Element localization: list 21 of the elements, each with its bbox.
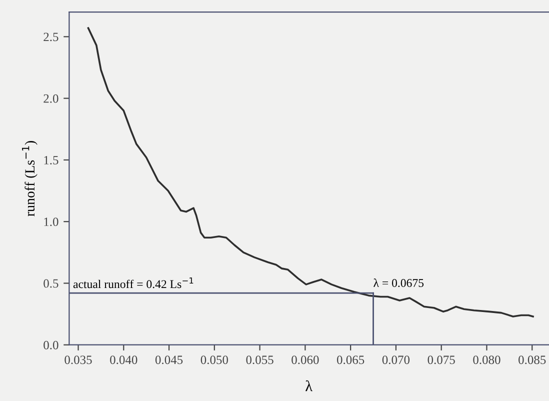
x-tick-label: 0.035 bbox=[64, 356, 92, 364]
y-tick-label: 0.5 bbox=[44, 279, 58, 288]
y-tick-label: 0.0 bbox=[44, 340, 58, 350]
x-tick-label: 0.040 bbox=[110, 356, 138, 364]
y-axis-title: runoff (Ls$^{−1}$) bbox=[22, 141, 38, 216]
y-tick-label: 2.0 bbox=[44, 94, 58, 103]
x-tick-label: 0.065 bbox=[336, 356, 364, 364]
x-tick-label: 0.070 bbox=[382, 356, 410, 364]
x-tick-label: 0.050 bbox=[200, 356, 228, 364]
x-tick-label: 0.075 bbox=[428, 356, 455, 364]
x-tick-label: 0.045 bbox=[155, 356, 183, 364]
y-tick-label: 2.5 bbox=[44, 32, 58, 42]
y-tick-label: 1.0 bbox=[44, 218, 58, 226]
y-tick-label: 1.5 bbox=[44, 156, 58, 164]
ref-line-label: actual runoff = 0.42 Ls$^{−1}$ bbox=[73, 277, 194, 288]
ref-line-label: λ = 0.0675 bbox=[374, 278, 424, 288]
x-tick-label: 0.060 bbox=[292, 356, 319, 364]
x-tick-label: 0.085 bbox=[518, 356, 546, 364]
x-tick-label: 0.055 bbox=[246, 356, 274, 364]
x-axis-title: λ bbox=[306, 380, 312, 392]
x-tick-label: 0.080 bbox=[473, 356, 500, 364]
